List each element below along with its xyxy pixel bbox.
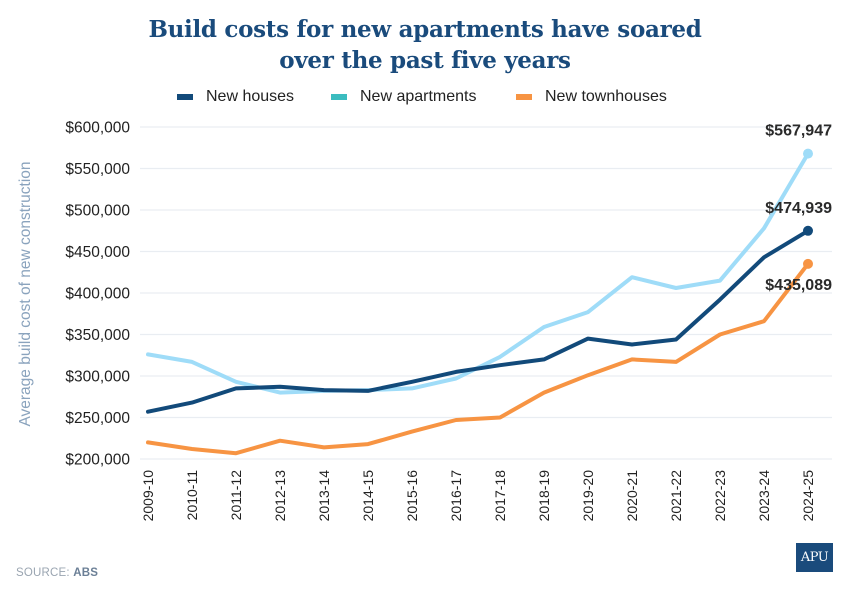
x-tick-label: 2010-11 [184, 470, 200, 521]
legend-swatch-new-apartments [331, 94, 347, 100]
chart-title-line-1: Build costs for new apartments have soar… [148, 16, 702, 43]
x-tick-label: 2015-16 [404, 470, 420, 522]
x-tick-label: 2020-21 [624, 470, 640, 522]
x-tick-label: 2021-22 [668, 470, 684, 522]
x-tick-label: 2014-15 [360, 470, 376, 522]
end-marker-new-houses [803, 225, 813, 236]
series-line-new-townhouses [146, 261, 810, 456]
legend-item-new-townhouses[interactable]: New townhouses [516, 87, 667, 107]
x-axis-ticks: 2009-10 2010-11 2011-12 2012-13 2013-14 2014-… [140, 470, 816, 522]
legend-item-new-houses[interactable]: New houses [177, 87, 294, 107]
y-axis-label: Average build cost of new construction [17, 161, 34, 426]
legend-label-new-townhouses: New townhouses [545, 88, 667, 105]
y-tick-label: $350,000 [65, 327, 130, 344]
y-axis-ticks: $200,000 $250,000 $300,000 $350,000 $400,000… [65, 120, 130, 469]
y-tick-label: $200,000 [65, 452, 130, 469]
end-label-new-townhouses: $435,089 [765, 277, 832, 294]
x-tick-label: 2018-19 [536, 470, 552, 522]
x-tick-label: 2016-17 [448, 470, 464, 522]
source-note: SOURCE: ABS [16, 567, 98, 579]
series-line-new-apartments [146, 151, 810, 395]
x-tick-label: 2017-18 [492, 470, 508, 522]
series-lines [146, 148, 813, 456]
end-marker-new-townhouses [803, 258, 813, 269]
y-tick-label: $400,000 [65, 286, 130, 303]
x-tick-label: 2011-12 [228, 470, 244, 521]
x-tick-label: 2012-13 [272, 470, 288, 522]
chart-title-line-2: over the past five years [279, 47, 571, 74]
end-marker-new-apartments [803, 148, 813, 159]
end-label-new-apartments: $567,947 [765, 123, 832, 140]
x-tick-label: 2023-24 [756, 470, 772, 522]
end-label-new-houses: $474,939 [765, 200, 832, 217]
source-prefix: SOURCE: [16, 567, 70, 579]
x-tick-label: 2024-25 [800, 470, 816, 522]
y-tick-label: $450,000 [65, 244, 130, 261]
y-tick-label: $500,000 [65, 203, 130, 220]
y-tick-label: $300,000 [65, 369, 130, 386]
y-tick-label: $550,000 [65, 161, 130, 178]
legend-label-new-apartments: New apartments [360, 88, 477, 105]
x-tick-label: 2019-20 [580, 470, 596, 522]
x-tick-label: 2009-10 [140, 470, 156, 522]
apu-logo: APU [796, 543, 833, 572]
legend-swatch-new-townhouses [516, 94, 532, 100]
apu-logo-text: APU [800, 550, 829, 565]
legend: New houses New apartments New townhouses [0, 87, 850, 107]
legend-swatch-new-houses [177, 94, 193, 100]
series-line-new-houses [146, 228, 810, 414]
y-tick-label: $250,000 [65, 410, 130, 427]
source-name: ABS [73, 567, 99, 579]
end-labels: $474,939 $567,947 $435,089 [765, 123, 832, 294]
legend-label-new-houses: New houses [206, 88, 295, 105]
legend-item-new-apartments[interactable]: New apartments [331, 87, 477, 107]
x-tick-label: 2013-14 [316, 470, 332, 522]
y-tick-label: $600,000 [65, 120, 130, 137]
x-tick-label: 2022-23 [712, 470, 728, 522]
chart-title: Build costs for new apartments have soar… [0, 14, 850, 76]
